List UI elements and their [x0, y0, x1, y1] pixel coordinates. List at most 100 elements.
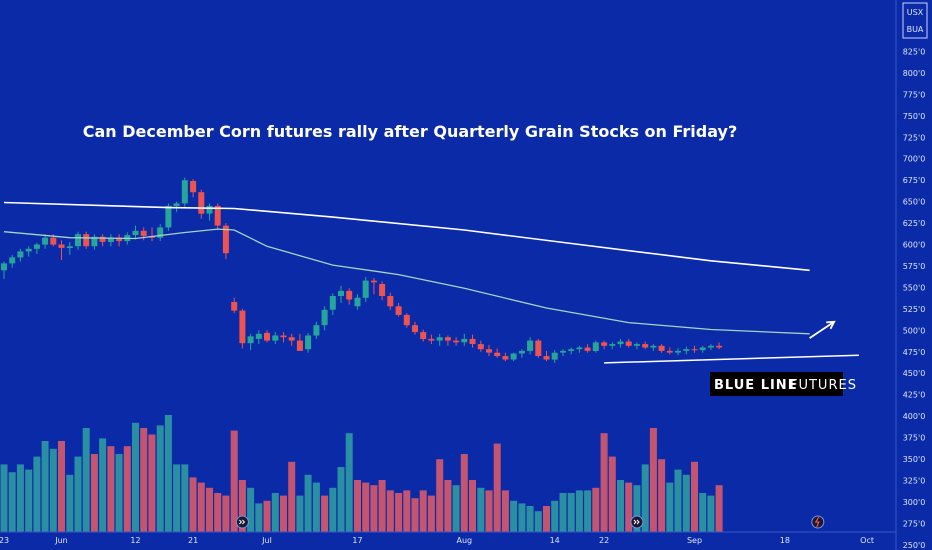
- y-tick-label: 325'0: [903, 477, 926, 486]
- candle: [33, 242, 40, 254]
- volume-bar: [592, 487, 600, 532]
- watermark-text-1: BLUE LINE: [714, 378, 798, 393]
- candle-body: [486, 349, 492, 353]
- earnings-marker-icon[interactable]: [811, 515, 825, 529]
- event-marker-icon[interactable]: [630, 515, 644, 529]
- candle: [206, 203, 213, 221]
- x-tick-label: 21: [188, 536, 198, 545]
- candle-body: [362, 280, 369, 298]
- candle: [543, 350, 550, 362]
- volume-bar: [25, 469, 33, 532]
- candle: [502, 352, 509, 362]
- moving-average-layer: [3, 201, 810, 335]
- volume-bar: [312, 482, 320, 532]
- volume-bar: [682, 474, 690, 532]
- candle-body: [296, 340, 303, 351]
- candle-body: [1, 263, 7, 271]
- volume-bar: [518, 503, 526, 532]
- volume-bar: [510, 500, 518, 532]
- moving-average-short: [3, 228, 810, 335]
- time-axis[interactable]: 23 Jun 12 21 Jul 17 Aug 14 22 Sep 18 Oct: [0, 531, 896, 545]
- volume-bar: [230, 430, 238, 532]
- candle: [650, 344, 657, 351]
- candle-body: [584, 347, 591, 351]
- volume-bar: [691, 461, 698, 532]
- volume-bar: [395, 493, 403, 532]
- candle-body: [255, 333, 262, 339]
- volume-bar: [485, 490, 493, 532]
- candle: [255, 330, 262, 345]
- volume-bar: [419, 490, 427, 532]
- volume-bar: [288, 461, 296, 532]
- y-tick-label: 550'0: [903, 283, 926, 292]
- price-axis[interactable]: USX BUA 825'0 800'0 775'0 750'0 725'0 700'0 67…: [895, 0, 932, 550]
- candle-body: [247, 336, 254, 344]
- candle: [107, 234, 114, 247]
- candle: [239, 308, 246, 349]
- moving-average-long: [3, 201, 810, 272]
- candle-body: [140, 230, 147, 236]
- candle-body: [650, 345, 657, 348]
- candle-body: [510, 353, 517, 360]
- volume-bar: [534, 511, 542, 532]
- candle: [716, 342, 723, 350]
- candle: [477, 340, 484, 352]
- y-tick-label: 725'0: [903, 133, 926, 142]
- candle: [469, 334, 476, 348]
- support-trendline[interactable]: [604, 354, 859, 364]
- candle: [453, 337, 460, 346]
- volume-bar: [90, 454, 98, 532]
- candle: [75, 231, 81, 250]
- volume-bar: [666, 482, 674, 532]
- candle-body: [190, 181, 197, 193]
- volume-bar: [362, 482, 370, 532]
- candle-body: [527, 340, 534, 351]
- y-tick-label: 475'0: [903, 348, 926, 357]
- candle-body: [494, 352, 501, 357]
- volume-bar: [255, 503, 263, 532]
- candle-body: [609, 344, 616, 346]
- y-tick-label: 625'0: [903, 219, 926, 228]
- candle-layer: [1, 177, 723, 363]
- candle: [91, 234, 98, 250]
- volume-bar: [658, 459, 666, 532]
- candle-body: [50, 237, 57, 245]
- y-tick-label: 250'0: [903, 541, 926, 550]
- y-tick-label: 450'0: [903, 369, 926, 378]
- y-tick-label: 650'0: [903, 198, 926, 207]
- volume-bar: [214, 493, 222, 532]
- candle-body: [707, 345, 714, 348]
- volume-bar: [132, 422, 139, 532]
- candle: [280, 332, 287, 343]
- candle: [633, 342, 640, 350]
- candle-body: [354, 297, 361, 307]
- candle-body: [42, 237, 49, 245]
- y-tick-label: 350'0: [903, 455, 926, 464]
- candle: [181, 177, 188, 207]
- candle: [412, 321, 418, 335]
- volume-bar: [41, 441, 49, 532]
- event-marker-icon[interactable]: [235, 515, 249, 529]
- volume-bar: [337, 467, 345, 532]
- bullish-arrow[interactable]: [809, 321, 835, 339]
- candle: [395, 302, 402, 317]
- candle-body: [132, 230, 139, 236]
- y-tick-label: 400'0: [903, 412, 926, 421]
- candle-body: [551, 352, 558, 360]
- volume-bar: [386, 490, 394, 532]
- candle-body: [198, 192, 205, 214]
- candle: [17, 248, 24, 262]
- candle: [1, 261, 7, 279]
- y-tick-label: 775'0: [903, 90, 926, 99]
- volume-bar: [477, 487, 485, 532]
- volume-bar: [633, 485, 641, 532]
- volume-bar: [164, 415, 172, 532]
- candle-body: [313, 325, 320, 336]
- volume-bar: [189, 477, 197, 532]
- candle-body: [625, 341, 632, 346]
- volume-bar: [206, 487, 213, 532]
- volume-bar: [115, 454, 123, 532]
- chart-title: Can December Corn futures rally after Qu…: [83, 122, 738, 141]
- candle: [683, 346, 690, 355]
